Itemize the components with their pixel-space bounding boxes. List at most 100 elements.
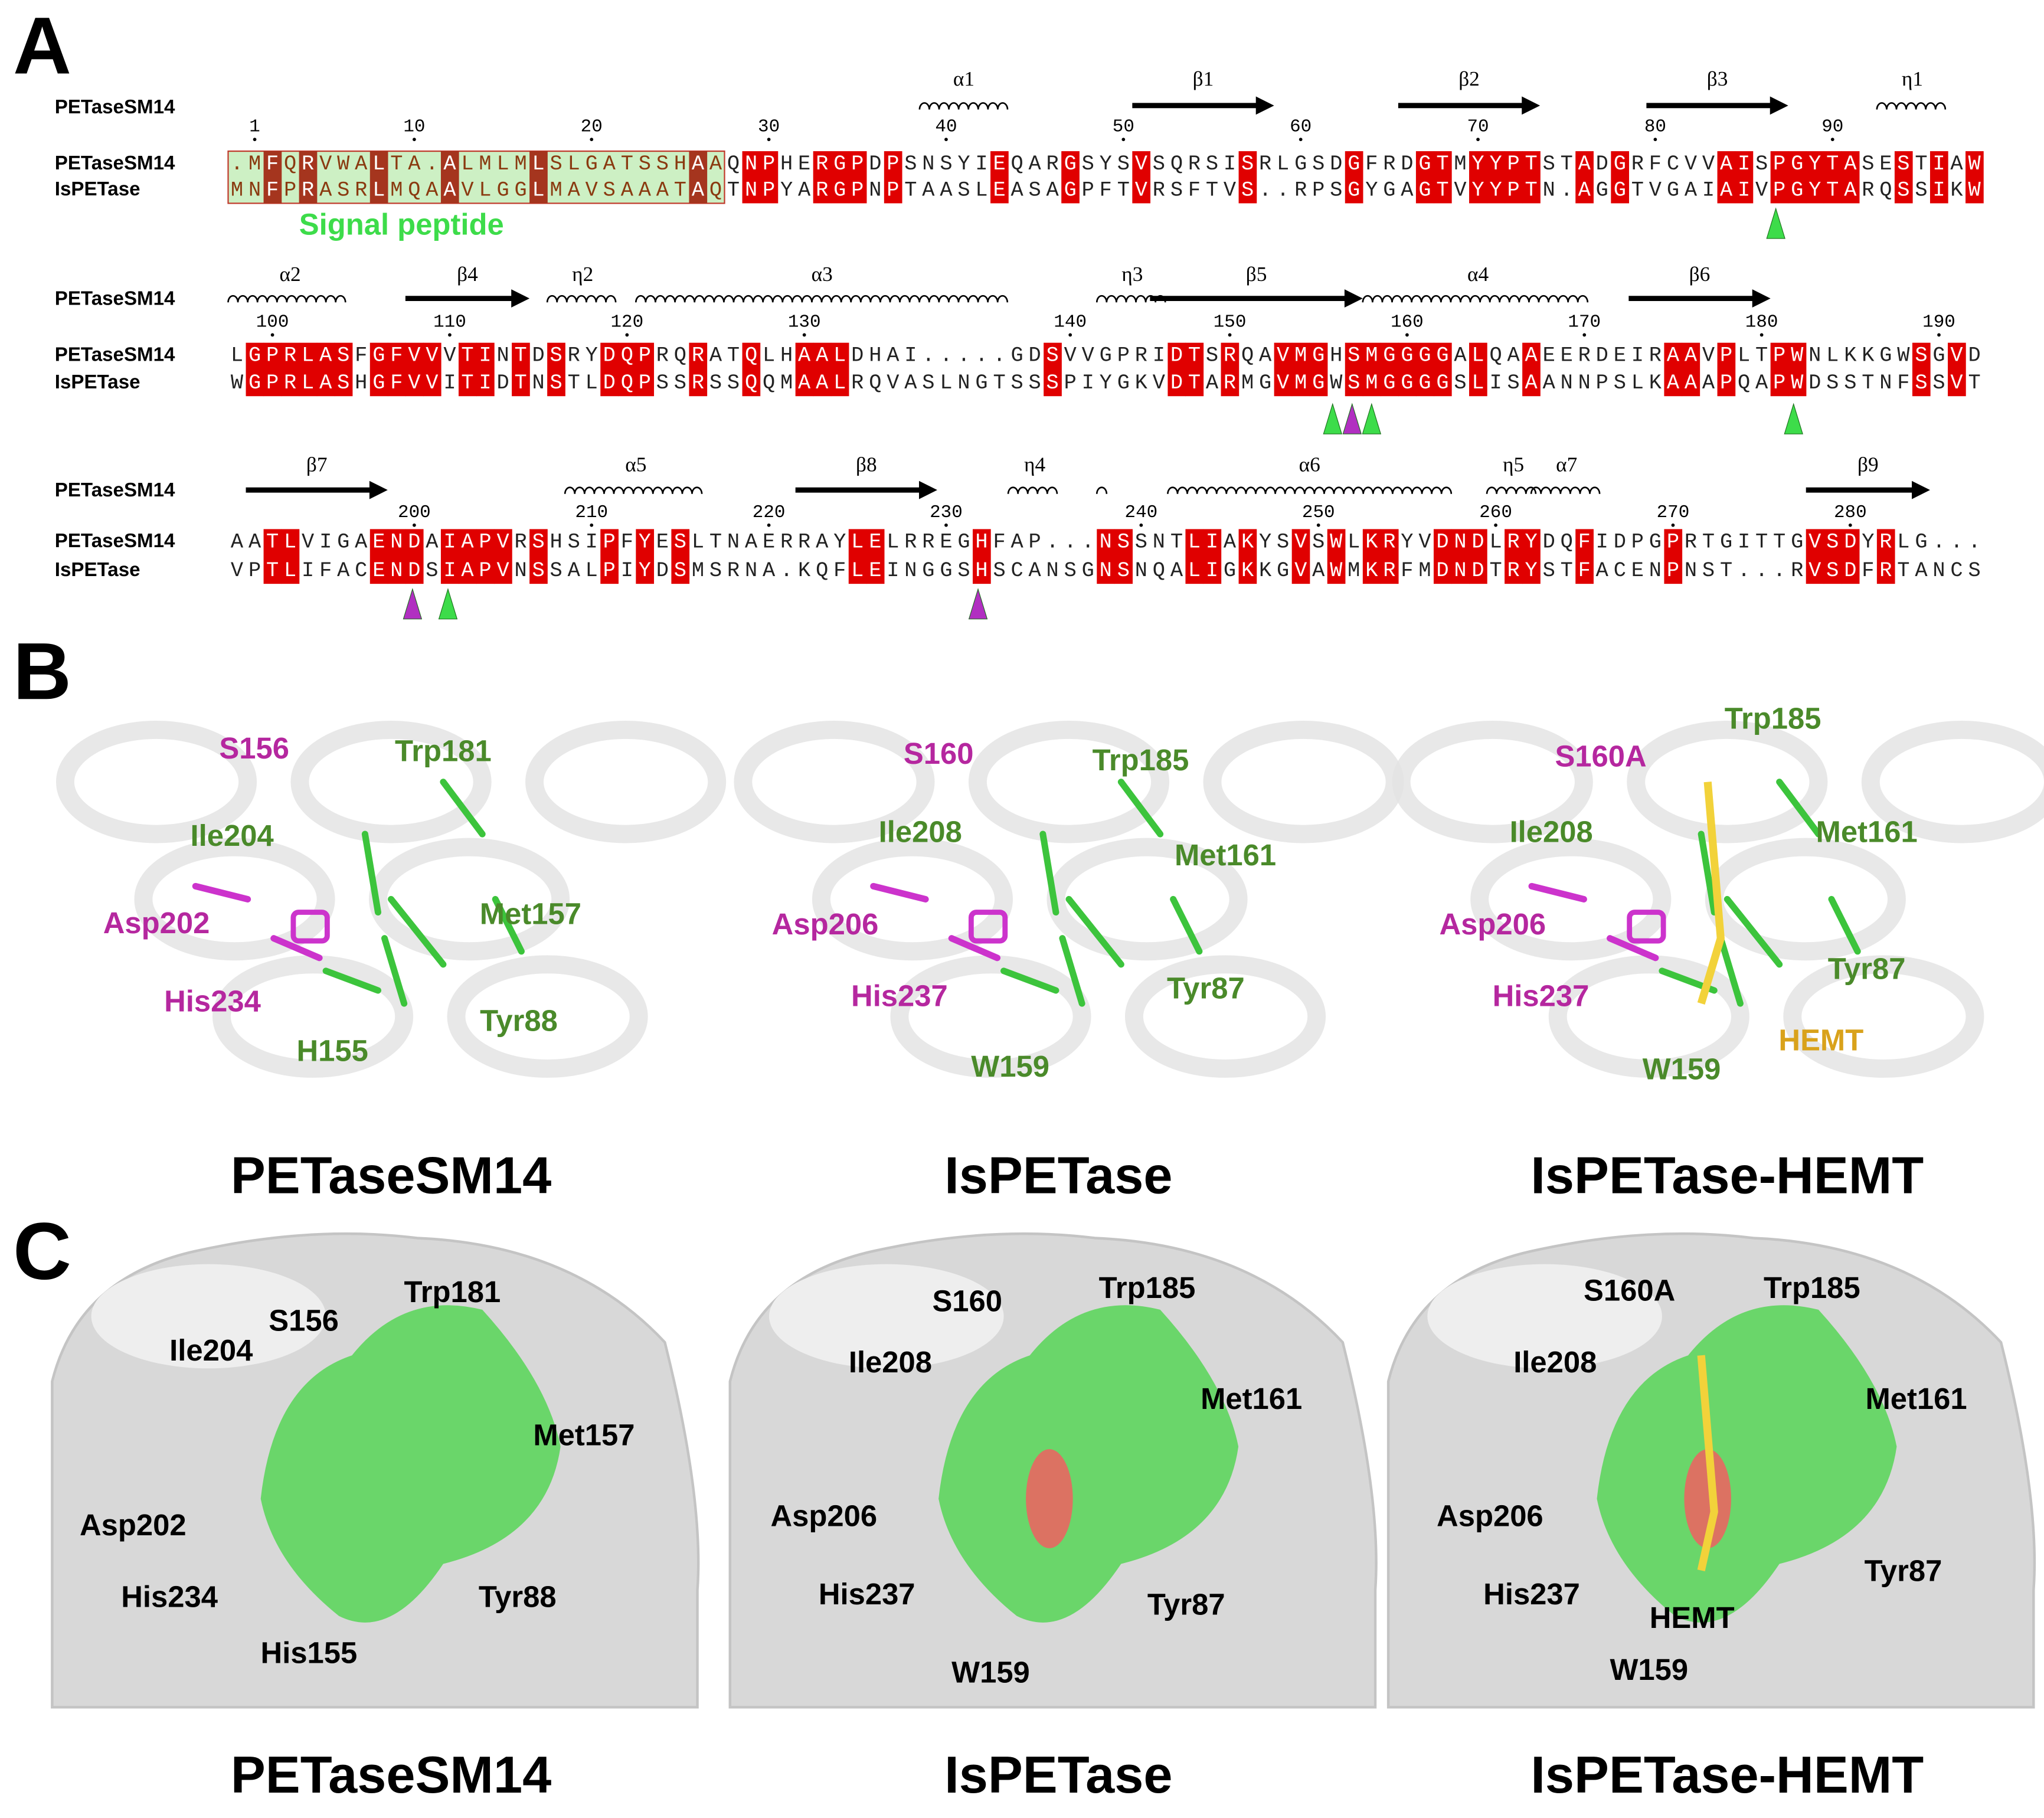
residue: R	[922, 531, 934, 554]
cartoon	[447, 955, 648, 1078]
site-marker	[1766, 207, 1785, 239]
residue: G	[1401, 371, 1413, 395]
identity-box	[1433, 529, 1452, 584]
helix	[227, 295, 346, 303]
identity-box	[689, 151, 708, 204]
residue: E	[656, 531, 669, 554]
residue: P	[1507, 153, 1520, 176]
residue: L	[1631, 371, 1644, 395]
residue: R	[1631, 153, 1644, 176]
residue: T	[1561, 559, 1573, 583]
residue: R	[1507, 559, 1520, 583]
residue: S	[1915, 344, 1927, 368]
residue: P	[763, 153, 775, 176]
residue: I	[586, 531, 598, 554]
residue: R	[514, 531, 526, 554]
residue: F	[1578, 531, 1591, 554]
residue: S	[1826, 371, 1839, 395]
identity-box	[1415, 342, 1434, 397]
residue: L	[372, 179, 385, 202]
residue: D	[1170, 371, 1183, 395]
residue: I	[975, 153, 987, 176]
residue: M	[1365, 344, 1378, 368]
residue: L	[833, 371, 846, 395]
residue: A	[816, 371, 829, 395]
residue-label: Met157	[480, 897, 581, 931]
residue: G	[833, 153, 846, 176]
residue: T	[1755, 531, 1768, 554]
residue: L	[1738, 344, 1750, 368]
identity-box	[369, 529, 388, 584]
residue: S	[532, 559, 545, 583]
residue: A	[1596, 559, 1609, 583]
residue: T	[1188, 371, 1201, 395]
residue: N	[1808, 344, 1821, 368]
residue: I	[319, 531, 332, 554]
residue: M	[692, 559, 704, 583]
identity-box	[1097, 529, 1115, 584]
residue: A	[568, 559, 581, 583]
residue: L	[940, 371, 952, 395]
residue: T	[1489, 559, 1502, 583]
identity-box	[299, 151, 318, 204]
residue: T	[727, 344, 740, 368]
cartoon	[968, 720, 1170, 843]
residue: Y	[1525, 531, 1538, 554]
row-name: PETaseSM14	[55, 288, 175, 310]
residue-label: Trp185	[1725, 701, 1821, 735]
residue: P	[1596, 371, 1608, 395]
identity-box	[458, 529, 477, 584]
identity-box	[1469, 529, 1487, 584]
residue: P	[763, 179, 775, 202]
position-dot	[1582, 333, 1587, 337]
position-dot	[1760, 333, 1764, 337]
residue: N	[1561, 371, 1573, 395]
residue: Y	[780, 179, 793, 202]
residue-label: His234	[164, 984, 261, 1018]
strand-head	[1522, 96, 1541, 115]
residue: P	[1117, 344, 1130, 368]
identity-box	[1806, 529, 1824, 584]
surface-highlight	[1427, 1264, 1662, 1369]
residue: L	[586, 559, 598, 583]
identity-box	[1380, 342, 1399, 397]
residue: S	[1029, 179, 1041, 202]
identity-box	[476, 342, 495, 397]
stick	[270, 935, 323, 962]
residue: T	[1826, 179, 1839, 202]
residue: L	[479, 179, 491, 202]
residue: L	[1471, 371, 1484, 395]
identity-box	[1487, 151, 1505, 204]
residue: S	[674, 559, 686, 583]
position-dot	[590, 523, 594, 527]
identity-box	[263, 529, 282, 584]
residue-label: S156	[219, 731, 289, 765]
residue: K	[1862, 344, 1875, 368]
residue: S	[1968, 559, 1980, 583]
residue-label: His155	[261, 1636, 358, 1669]
position-number: 140	[1054, 312, 1087, 333]
residue: W	[231, 371, 244, 395]
residue: T	[461, 371, 473, 395]
residue: K	[1365, 531, 1378, 554]
residue: A	[1170, 559, 1183, 583]
position-dot	[1139, 523, 1143, 527]
residue: S	[674, 371, 686, 395]
residue: L	[1489, 531, 1502, 554]
position-dot	[1068, 333, 1072, 337]
stick	[1723, 895, 1783, 968]
residue: T	[1206, 179, 1218, 202]
residue-label: Ile204	[169, 1333, 253, 1367]
residue: G	[1064, 179, 1077, 202]
residue: S	[1064, 559, 1077, 583]
residue: G	[1401, 344, 1413, 368]
residue: G	[1294, 153, 1307, 176]
site-marker	[1784, 403, 1803, 434]
residue: Q	[1170, 153, 1183, 176]
residue: V	[1153, 371, 1166, 395]
residue-label: Tyr87	[1147, 1588, 1225, 1621]
residue: N	[869, 179, 881, 202]
residue: F	[390, 371, 403, 395]
residue: G	[1418, 153, 1431, 176]
residue: V	[426, 371, 439, 395]
